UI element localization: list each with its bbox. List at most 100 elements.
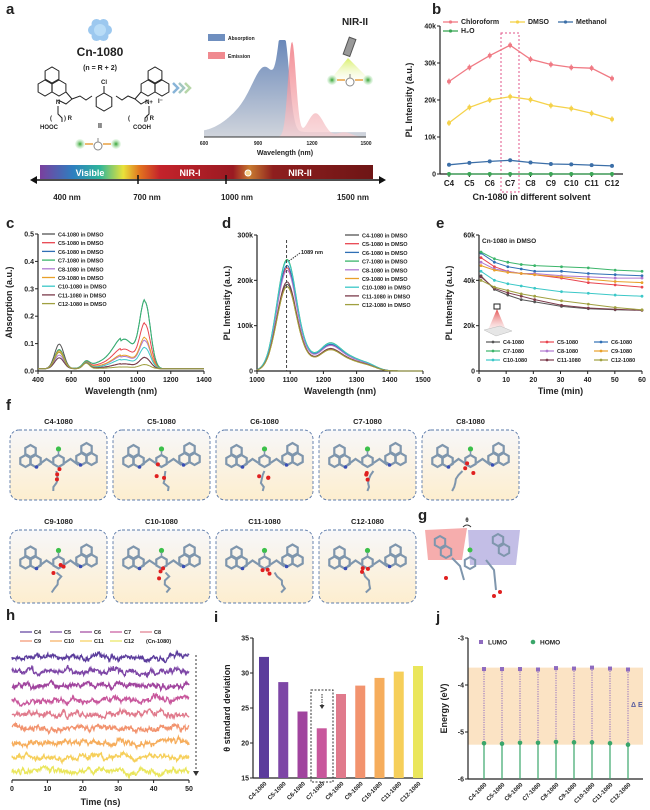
data-point xyxy=(533,298,537,301)
data-point xyxy=(487,159,492,164)
acid-left-label: HOOC xyxy=(40,125,59,131)
molecule-label: C10-1080 xyxy=(145,517,178,526)
y-axis-label: Absorption (a.u.) xyxy=(4,267,14,339)
homo-point xyxy=(535,740,541,746)
homo-point xyxy=(571,740,577,745)
paren-left: ( xyxy=(50,116,52,122)
molecule-label: C11-1080 xyxy=(248,517,281,526)
legend-swatch xyxy=(208,52,225,59)
data-point xyxy=(528,172,533,176)
legend-label: C5-1080 in DMSO xyxy=(58,241,104,247)
x-tick-label: 1200 xyxy=(163,377,179,384)
oxygen-atom xyxy=(265,567,270,572)
data-point xyxy=(613,280,617,283)
data-point xyxy=(640,308,644,312)
x-tick-label: 1100 xyxy=(283,377,298,384)
data-point xyxy=(519,294,523,298)
data-point xyxy=(493,260,496,264)
data-point xyxy=(640,285,644,289)
inset-x-tick-label: 1200 xyxy=(306,141,317,147)
panel-letter-j: j xyxy=(435,609,440,626)
legend-label: C5 xyxy=(64,630,71,636)
molecule-model-icon xyxy=(431,441,510,492)
legend-label: C12 xyxy=(124,639,134,645)
data-point xyxy=(479,256,483,260)
legend-label: C7-1080 in DMSO xyxy=(362,260,408,266)
x-axis-label: Wavelength (nm) xyxy=(85,386,157,396)
data-point xyxy=(519,298,523,301)
legend-label: C9-1080 xyxy=(611,349,632,355)
trajectory-trace xyxy=(11,734,190,751)
y-tick-label: 40k xyxy=(424,24,436,31)
x-tick-label: 50 xyxy=(185,786,193,793)
data-point xyxy=(586,272,590,275)
inset-x-tick-label: 600 xyxy=(200,141,209,147)
bar xyxy=(259,656,269,778)
oxygen-atom xyxy=(463,466,468,471)
y-tick-label: 30k xyxy=(424,61,436,68)
trajectory-trace xyxy=(11,749,190,765)
annotation-arrow xyxy=(288,252,301,262)
y-axis-label: PL Intensity (a.u.) xyxy=(404,63,414,138)
data-point xyxy=(493,268,496,272)
bar xyxy=(355,685,366,778)
bar xyxy=(374,677,385,778)
trajectory-trace xyxy=(11,649,190,664)
spectrum-region-label: NIR-I xyxy=(180,168,201,178)
data-point xyxy=(640,294,644,298)
laser-icon xyxy=(483,303,513,337)
highlight-box-c7 xyxy=(500,32,520,193)
data-point xyxy=(479,275,483,279)
emission-curve xyxy=(204,41,366,138)
bar xyxy=(413,666,423,778)
data-point xyxy=(487,172,492,176)
data-point xyxy=(533,286,537,290)
data-point xyxy=(610,163,614,168)
y-tick-label: 0.4 xyxy=(24,259,34,266)
x-tick-label: 1000 xyxy=(130,377,146,384)
y-tick-label: 10k xyxy=(424,135,436,142)
homo-point xyxy=(625,742,631,747)
molecule-model-icon xyxy=(122,543,201,594)
x-tick-label: C11 xyxy=(585,179,600,188)
x-tick-label: C5-1080 xyxy=(267,781,288,802)
nir-dot xyxy=(244,169,252,177)
bar xyxy=(297,711,308,778)
oxygen-atom xyxy=(157,576,162,581)
molecule-label: C4-1080 xyxy=(44,417,73,426)
y-tick-label: 40k xyxy=(463,278,475,285)
y-axis-label: Energy (eV) xyxy=(439,683,449,733)
molecule-model-icon xyxy=(225,441,304,492)
data-point xyxy=(548,162,553,167)
legend-label: C11 xyxy=(94,639,104,645)
x-tick-label: C8-1080 xyxy=(325,781,346,802)
x-axis-label: Time (min) xyxy=(538,386,583,396)
x-axis-label: Wavelength (nm) xyxy=(304,386,376,396)
x-tick-label: C4-1080 xyxy=(248,781,269,802)
y-tick-label: 100k xyxy=(237,323,253,330)
data-point xyxy=(506,271,510,274)
data-point xyxy=(506,265,510,269)
spectrum-tick-label: 1000 nm xyxy=(221,193,253,202)
legend-label: Absorption xyxy=(228,36,255,42)
panel-letter-i: i xyxy=(214,609,218,626)
data-point xyxy=(506,291,510,295)
panel-letter-e: e xyxy=(436,215,444,232)
trajectory-trace xyxy=(11,764,190,780)
data-point xyxy=(613,273,617,277)
legend-note: (Cn-1080) xyxy=(146,639,171,645)
oxygen-atom xyxy=(51,570,56,575)
data-point xyxy=(560,269,563,273)
oxygen-atom xyxy=(365,477,370,482)
x-tick-label: 600 xyxy=(65,377,77,384)
oxygen-atom xyxy=(360,566,365,571)
y-tick-label: 0.5 xyxy=(24,232,34,239)
legend-label: Emission xyxy=(228,54,250,60)
y-tick-label: 300k xyxy=(237,233,253,240)
homo-point xyxy=(517,740,523,746)
x-axis-label: Time (ns) xyxy=(81,797,121,807)
n-plus-label: N+ xyxy=(145,100,153,106)
legend-label: C6 xyxy=(94,630,101,636)
oxygen-atom xyxy=(360,569,365,574)
data-point xyxy=(586,275,590,279)
